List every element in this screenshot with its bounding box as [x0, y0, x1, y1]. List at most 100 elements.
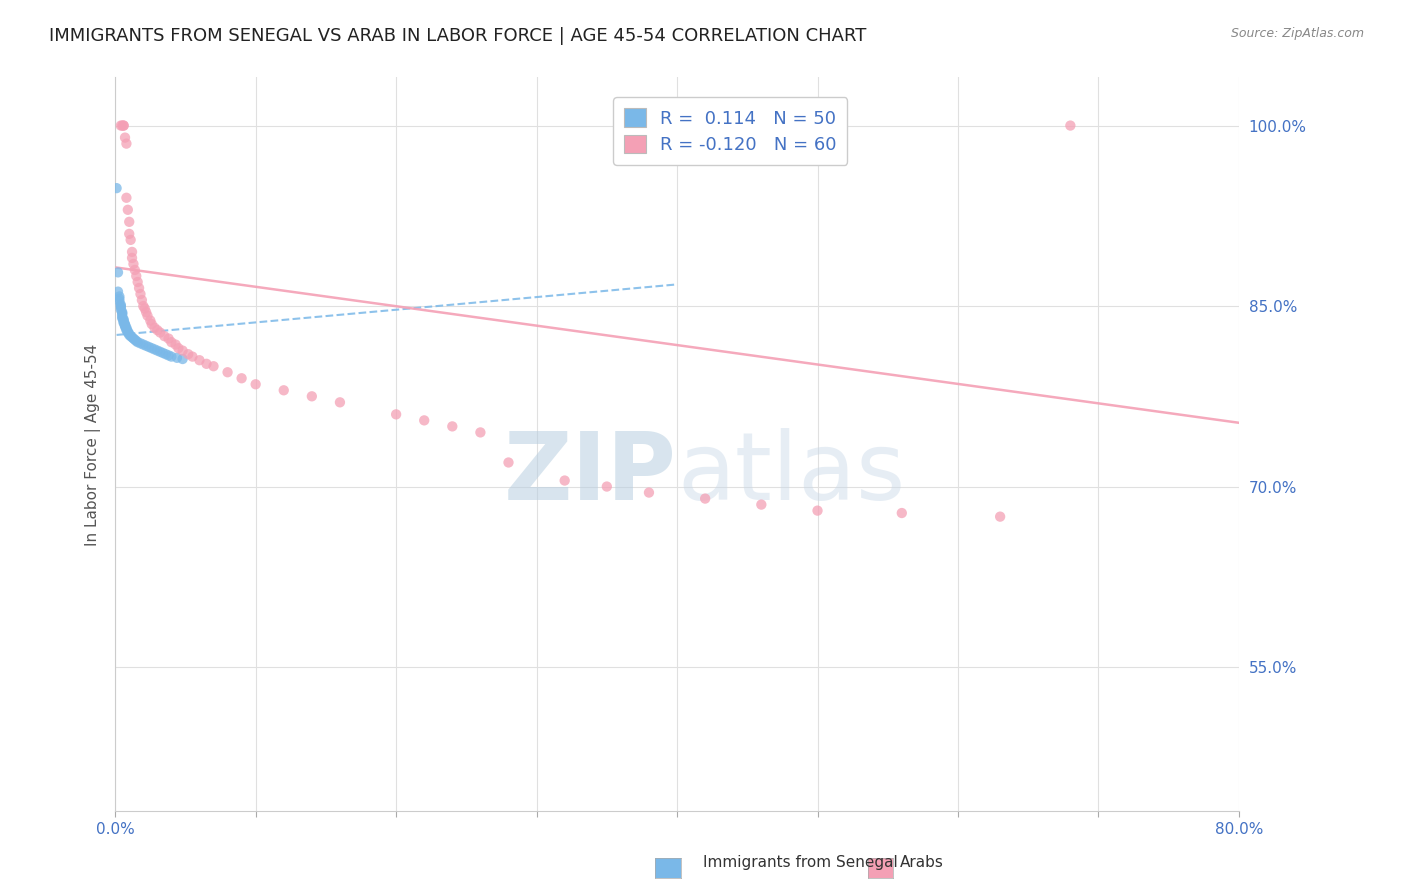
Point [143, 343, 166, 357]
Point [127, 335, 149, 350]
Point [1059, 119, 1081, 133]
Point [110, 299, 132, 313]
Point [890, 506, 912, 520]
Point [122, 257, 145, 271]
Point [111, 306, 134, 320]
Point [149, 326, 172, 340]
Point [117, 326, 139, 340]
Point [149, 344, 172, 359]
Point [114, 318, 136, 333]
Point [273, 384, 295, 398]
Text: Source: ZipAtlas.com: Source: ZipAtlas.com [1230, 27, 1364, 40]
Point [135, 305, 157, 319]
Point [114, 130, 136, 145]
Point [115, 191, 138, 205]
Point [111, 308, 134, 322]
Point [112, 315, 135, 329]
Point [153, 329, 176, 343]
Point [118, 326, 141, 341]
Point [118, 215, 141, 229]
Point [181, 350, 204, 364]
Point [245, 377, 267, 392]
Point [554, 474, 576, 488]
Point [141, 341, 163, 355]
Point [749, 498, 772, 512]
Point [129, 287, 152, 301]
Point [441, 419, 464, 434]
Point [132, 337, 155, 351]
Point [231, 371, 253, 385]
Point [160, 350, 183, 364]
Point [112, 119, 135, 133]
Point [329, 395, 352, 409]
Point [385, 408, 408, 422]
Point [118, 227, 141, 241]
Point [167, 341, 190, 355]
Point [122, 332, 145, 346]
Point [127, 275, 149, 289]
Point [112, 119, 135, 133]
Point [117, 324, 139, 338]
Point [301, 389, 323, 403]
Point [112, 312, 135, 326]
Point [188, 353, 211, 368]
Point [111, 119, 134, 133]
Text: Arabs: Arabs [900, 855, 943, 870]
Point [118, 327, 141, 342]
Text: Immigrants from Senegal: Immigrants from Senegal [703, 855, 898, 870]
Point [134, 301, 156, 316]
Point [141, 317, 163, 331]
Point [146, 323, 169, 337]
Point [470, 425, 492, 440]
Point [114, 317, 136, 331]
Text: ZIP: ZIP [505, 428, 678, 520]
Point [157, 332, 180, 346]
Point [202, 359, 225, 374]
Point [114, 318, 136, 333]
Point [143, 320, 166, 334]
Point [125, 268, 148, 283]
Point [638, 485, 661, 500]
Point [166, 351, 188, 365]
Point [115, 136, 138, 151]
Point [120, 233, 142, 247]
Point [121, 330, 143, 344]
Y-axis label: In Labor Force | Age 45-54: In Labor Force | Age 45-54 [86, 343, 101, 546]
Point [195, 357, 218, 371]
Point [124, 333, 146, 347]
Point [107, 285, 129, 299]
Point [596, 479, 619, 493]
Point [110, 298, 132, 312]
Point [112, 313, 135, 327]
Point [131, 293, 153, 307]
Point [107, 265, 129, 279]
Point [128, 281, 150, 295]
Point [498, 455, 520, 469]
Point [110, 300, 132, 314]
Point [112, 316, 135, 330]
Point [413, 413, 436, 427]
Point [157, 348, 180, 362]
Point [108, 294, 131, 309]
Point [155, 347, 177, 361]
Point [139, 313, 162, 327]
Point [695, 491, 717, 506]
Point [135, 339, 157, 353]
Point [120, 329, 142, 343]
Point [217, 365, 239, 379]
Point [117, 202, 139, 217]
Point [105, 181, 128, 195]
Point [172, 343, 194, 358]
Point [125, 334, 148, 348]
Text: atlas: atlas [678, 428, 905, 520]
Point [111, 311, 134, 326]
Point [115, 323, 138, 337]
Point [115, 322, 138, 336]
Point [160, 335, 183, 350]
Point [146, 343, 169, 358]
Point [121, 251, 143, 265]
Text: IMMIGRANTS FROM SENEGAL VS ARAB IN LABOR FORCE | AGE 45-54 CORRELATION CHART: IMMIGRANTS FROM SENEGAL VS ARAB IN LABOR… [49, 27, 866, 45]
Point [115, 320, 138, 334]
Point [108, 292, 131, 306]
Point [138, 340, 160, 354]
